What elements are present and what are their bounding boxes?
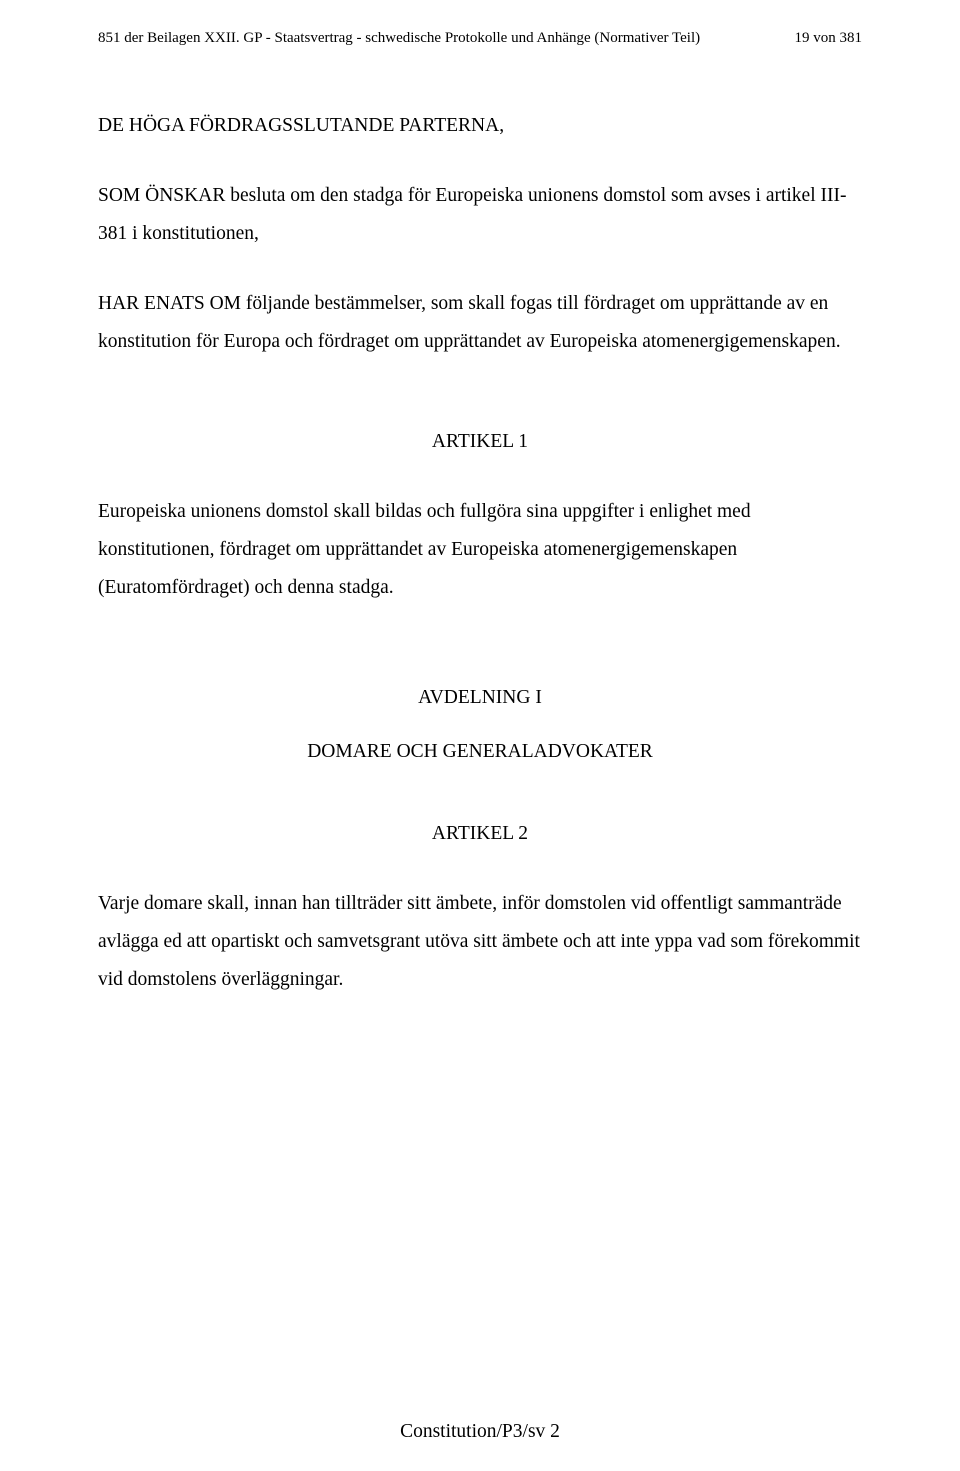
division-subheading: DOMARE OCH GENERALADVOKATER (98, 741, 862, 763)
article-1-heading: ARTIKEL 1 (98, 431, 862, 453)
header-left-text: 851 der Beilagen XXII. GP - Staatsvertra… (98, 30, 700, 47)
document-page: 851 der Beilagen XXII. GP - Staatsvertra… (0, 0, 960, 1471)
page-header: 851 der Beilagen XXII. GP - Staatsvertra… (98, 30, 862, 47)
page-footer: Constitution/P3/sv 2 (0, 1421, 960, 1443)
preamble-para-2: SOM ÖNSKAR besluta om den stadga för Eur… (98, 177, 862, 253)
preamble-para-1: DE HÖGA FÖRDRAGSSLUTANDE PARTERNA, (98, 107, 862, 145)
preamble-para-3: HAR ENATS OM följande bestämmelser, som … (98, 285, 862, 361)
article-1-body: Europeiska unionens domstol skall bildas… (98, 493, 862, 607)
division-heading: AVDELNING I (98, 687, 862, 709)
article-2-heading: ARTIKEL 2 (98, 823, 862, 845)
header-right-text: 19 von 381 (795, 30, 863, 47)
article-2-body: Varje domare skall, innan han tillträder… (98, 885, 862, 999)
